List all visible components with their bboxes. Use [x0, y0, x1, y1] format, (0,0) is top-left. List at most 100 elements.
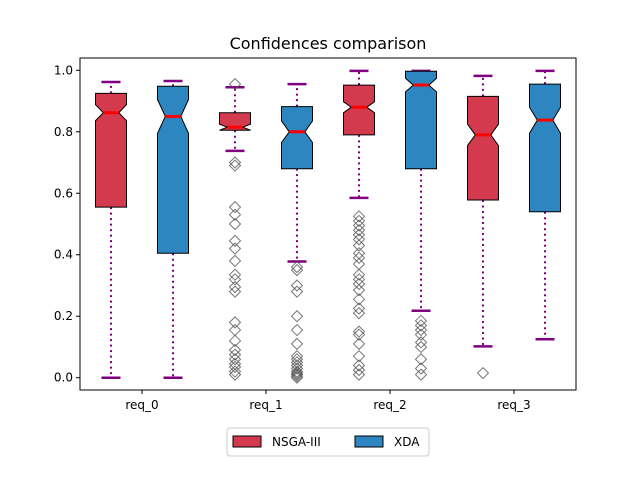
box-group-nsga-iii-req_0 — [95, 80, 127, 379]
legend-swatch-xda — [354, 435, 384, 448]
box-nsga-iii-req_0 — [95, 92, 127, 208]
box-nsga-iii-req_3 — [467, 95, 499, 201]
outlier-point — [228, 353, 242, 366]
legend-label-nsga-iii: NSGA-III — [272, 435, 321, 449]
outlier-point — [228, 208, 242, 221]
outlier-point — [352, 251, 366, 265]
outlier-point — [414, 328, 428, 341]
outlier-point — [290, 337, 304, 351]
y-tick-label: 0.6 — [54, 186, 73, 200]
outlier-point — [352, 302, 366, 315]
outlier-point — [352, 273, 366, 286]
x-tick-label-req_3: req_3 — [497, 398, 530, 412]
outlier-point — [290, 279, 304, 292]
outlier-point — [352, 337, 366, 351]
outlier-point — [414, 314, 428, 328]
box-xda-req_0 — [157, 85, 189, 254]
outlier-point — [352, 233, 366, 246]
outlier-point — [228, 254, 242, 268]
y-tick-label: 0.0 — [54, 371, 73, 385]
outlier-point — [228, 348, 242, 361]
box-nsga-iii-req_2 — [343, 84, 375, 136]
outlier-point — [290, 369, 304, 383]
outlier-point — [290, 353, 304, 366]
chart-title: Confidences comparison — [230, 34, 427, 53]
outlier-point — [414, 323, 428, 337]
outlier-point — [228, 343, 242, 357]
box-group-nsga-iii-req_3 — [467, 74, 499, 380]
legend-frame — [226, 427, 430, 457]
outlier-point — [352, 223, 366, 237]
outlier-point — [352, 246, 366, 260]
outlier-point — [228, 77, 242, 91]
outlier-point — [228, 217, 242, 231]
legend-label-xda: XDA — [394, 435, 420, 449]
y-axis: 0.0 0.2 0.4 0.6 0.8 1.0 — [54, 63, 80, 385]
outlier-point — [228, 159, 242, 172]
outlier-point — [414, 336, 428, 349]
outlier-point — [290, 260, 304, 274]
outlier-point — [228, 273, 242, 286]
box-group-xda-req_0 — [157, 79, 189, 379]
outlier-point — [414, 368, 428, 381]
y-tick-label: 0.8 — [54, 125, 73, 139]
outlier-point — [352, 239, 366, 252]
outlier-point — [414, 362, 428, 375]
plot-area — [95, 69, 561, 384]
outlier-point — [228, 268, 242, 281]
outlier-point — [228, 156, 242, 169]
box-group-xda-req_3 — [529, 69, 561, 341]
outlier-point — [352, 363, 366, 377]
box-group-nsga-iii-req_1 — [219, 77, 251, 381]
x-axis: req_0 req_1 req_2 req_3 — [125, 390, 531, 412]
box-group-xda-req_2 — [405, 69, 437, 381]
outlier-point — [228, 323, 242, 337]
y-tick-label: 1.0 — [54, 63, 73, 77]
axes-frame — [79, 57, 577, 391]
outlier-point — [352, 328, 366, 341]
outlier-point — [290, 349, 304, 363]
box-xda-req_2 — [405, 70, 437, 170]
legend: NSGA-III XDA — [226, 427, 430, 457]
outlier-point — [352, 325, 366, 338]
outlier-point — [228, 285, 242, 298]
outlier-point — [414, 353, 428, 366]
outlier-point — [290, 362, 304, 375]
outlier-point — [290, 365, 304, 378]
outlier-point — [290, 371, 304, 384]
outlier-point — [290, 285, 304, 298]
box-xda-req_1 — [281, 106, 313, 170]
outlier-point — [228, 200, 242, 214]
outlier-point — [414, 340, 428, 354]
outlier-point — [290, 366, 304, 380]
outlier-point — [352, 368, 366, 381]
outlier-point — [228, 365, 242, 378]
outlier-point — [352, 210, 366, 223]
outlier-point — [352, 277, 366, 291]
outlier-point — [414, 319, 428, 332]
outlier-point — [228, 334, 242, 348]
outlier-point — [290, 310, 304, 323]
box-group-xda-req_1 — [281, 82, 313, 384]
outlier-point — [476, 366, 490, 380]
outlier-point — [228, 280, 242, 294]
outlier-point — [352, 359, 366, 372]
outlier-point — [290, 323, 304, 337]
outlier-point — [352, 349, 366, 363]
outlier-point — [228, 368, 242, 381]
y-tick-label: 0.2 — [54, 309, 73, 323]
outlier-point — [228, 360, 242, 374]
x-tick-label-req_0: req_0 — [125, 398, 158, 412]
outlier-point — [352, 268, 366, 281]
box-xda-req_3 — [529, 83, 561, 213]
outlier-point — [352, 214, 366, 228]
outlier-point — [228, 242, 242, 255]
outlier-point — [352, 306, 366, 320]
outlier-point — [352, 293, 366, 306]
y-tick-label: 0.4 — [54, 248, 73, 262]
outlier-point — [228, 316, 242, 329]
x-tick-label-req_2: req_2 — [373, 398, 406, 412]
outlier-point — [352, 219, 366, 232]
legend-swatch-nsga-iii — [232, 435, 262, 448]
